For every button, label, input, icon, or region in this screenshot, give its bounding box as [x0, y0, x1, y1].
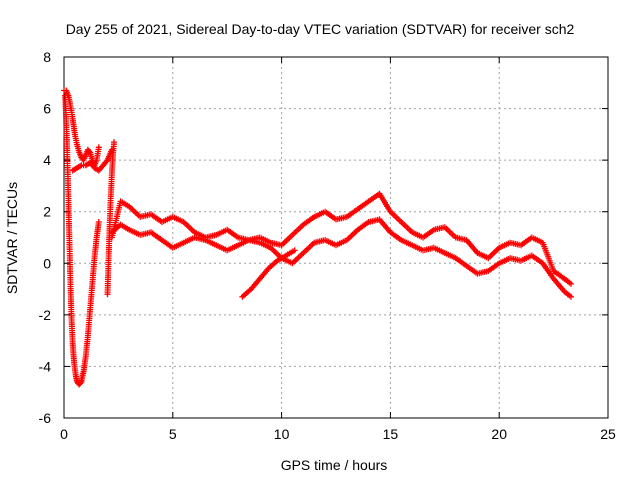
data-point-markers: [62, 92, 85, 388]
data-point-markers: [108, 216, 574, 300]
data-point-markers: [108, 190, 574, 287]
series-upper-band: [108, 190, 574, 287]
series-drop-to-minimum: [62, 92, 85, 388]
x-tick-label: 0: [60, 426, 68, 442]
data-point-markers: [104, 139, 117, 298]
series-recovery-rise: [78, 219, 102, 384]
x-tick-label: 20: [491, 426, 507, 442]
plot-frame: [63, 56, 609, 419]
y-tick-label: 0: [43, 255, 51, 271]
data-point-markers: [69, 146, 115, 174]
x-axis-label: GPS time / hours: [281, 457, 388, 473]
y-tick-label: 4: [43, 152, 51, 168]
series-late-start-segment: [239, 247, 298, 300]
y-tick-label: -2: [39, 307, 52, 323]
axis-ticks: 0 5 10 15 20 25 -6 -4 -2 0 2 4 6 8: [39, 49, 616, 442]
data-point-markers: [78, 219, 102, 384]
x-tick-label: 15: [383, 426, 399, 442]
series-early-high-loop: [61, 87, 102, 169]
series-group: [61, 87, 574, 388]
y-axis-label: SDTVAR / TECUs: [4, 182, 20, 294]
x-tick-label: 25: [600, 426, 616, 442]
y-tick-label: 2: [43, 204, 51, 220]
y-tick-label: -4: [39, 358, 52, 374]
series-early-low-branch: [69, 146, 115, 174]
series-lower-band: [108, 216, 574, 300]
x-tick-label: 10: [274, 426, 290, 442]
data-point-markers: [239, 247, 298, 300]
y-tick-label: 8: [43, 49, 51, 65]
chart-title: Day 255 of 2021, Sidereal Day-to-day VTE…: [66, 21, 575, 37]
x-tick-label: 5: [169, 426, 177, 442]
y-tick-label: 6: [43, 101, 51, 117]
grid-lines: [64, 57, 608, 418]
series-spike-near-2h: [104, 139, 117, 298]
data-point-markers: [61, 87, 102, 169]
y-tick-label: -6: [39, 410, 52, 426]
